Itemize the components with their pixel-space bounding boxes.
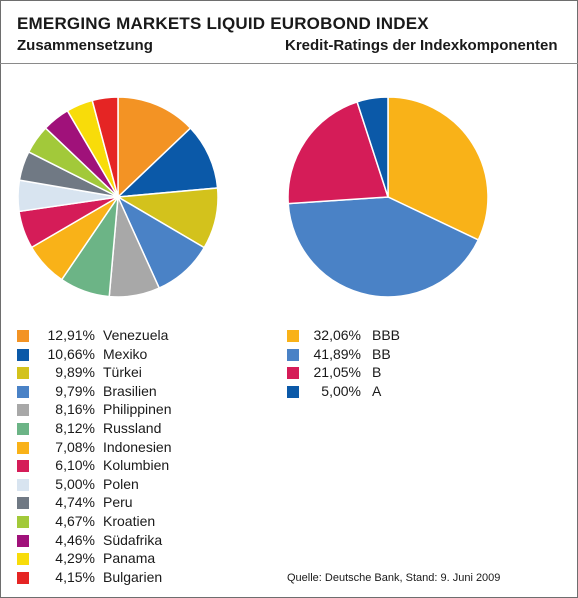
legend-label: Südafrika [103,531,163,548]
legend-swatch [17,348,29,361]
legend-value: 8,16% [55,401,95,418]
legend-swatch [17,571,29,584]
pie-slice-bbb [387,96,489,241]
pie-slice-venezuela [117,96,192,199]
legend-value: 9,89% [55,364,95,381]
legend-label: Venezuela [103,327,169,343]
pie-slice-bulgarien [91,96,119,198]
legend-value: 5,00% [55,475,95,492]
legend-label: A [372,382,382,399]
legend-swatch [287,330,299,342]
legend-swatch [17,515,29,528]
legend-label: Kroatien [103,512,156,529]
legend-swatch [17,553,29,566]
legend-value: 4,46% [55,531,95,548]
legend-swatch [287,385,299,398]
legend-value: 7,08% [55,438,95,455]
ratings-pie [287,96,489,298]
legend-label: B [372,364,382,381]
legend-value: 4,29% [55,550,95,567]
pie-slice-mexiko [115,127,219,198]
pie-slice-a [356,96,389,198]
ratings-subtitle: Kredit-Ratings der Indexkomponenten [285,37,558,54]
legend-label: Peru [103,494,133,511]
composition-subtitle: Zusammensetzung [17,37,153,54]
legend-label: Türkei [103,364,142,381]
legend-value: 4,74% [55,494,95,511]
legend-label: Indonesien [103,438,172,455]
legend-value: 8,12% [55,419,95,436]
legend-value: 41,89% [313,345,361,362]
legend-value: 32,06% [313,327,361,343]
legend-value: 10,66% [47,345,95,362]
legend-value: 6,10% [55,457,95,474]
legend-swatch [17,441,29,454]
legend-label: Brasilien [103,382,157,399]
pie-slice-b [287,100,390,205]
pie-slice-bb [287,196,480,298]
legend-label: BB [372,345,391,362]
legend-label: Mexiko [103,345,148,362]
legend-label: BBB [372,327,401,343]
legend-label: Philippinen [103,401,172,418]
legend-value: 5,00% [321,382,361,399]
legend-swatch [17,422,29,435]
legend-swatch [17,404,29,417]
legend-label: Russland [103,419,162,436]
legend-value: 21,05% [313,364,361,381]
legend-value: 4,67% [55,512,95,529]
legend-label: Panama [103,550,156,567]
legend-swatch [17,497,29,510]
legend-label: Kolumbien [103,457,170,474]
legend-label: Bulgarien [103,568,163,585]
legend-value: 9,79% [55,382,95,399]
header-divider [0,63,578,64]
legend-swatch [17,534,29,547]
legend-value: 4,15% [55,568,95,585]
source-note: Quelle: Deutsche Bank, Stand: 9. Juni 20… [287,572,501,584]
page-title: EMERGING MARKETS LIQUID EUROBOND INDEX [17,14,429,33]
legend-value: 12,91% [47,327,95,343]
legend-swatch [287,367,299,380]
legend-swatch [17,385,29,398]
legend-swatch [17,460,29,473]
legend-swatch [17,367,29,380]
composition-pie [17,96,219,298]
legend-swatch [17,330,29,342]
legend-swatch [17,478,29,491]
legend-swatch [287,348,299,361]
legend-label: Polen [103,475,139,492]
